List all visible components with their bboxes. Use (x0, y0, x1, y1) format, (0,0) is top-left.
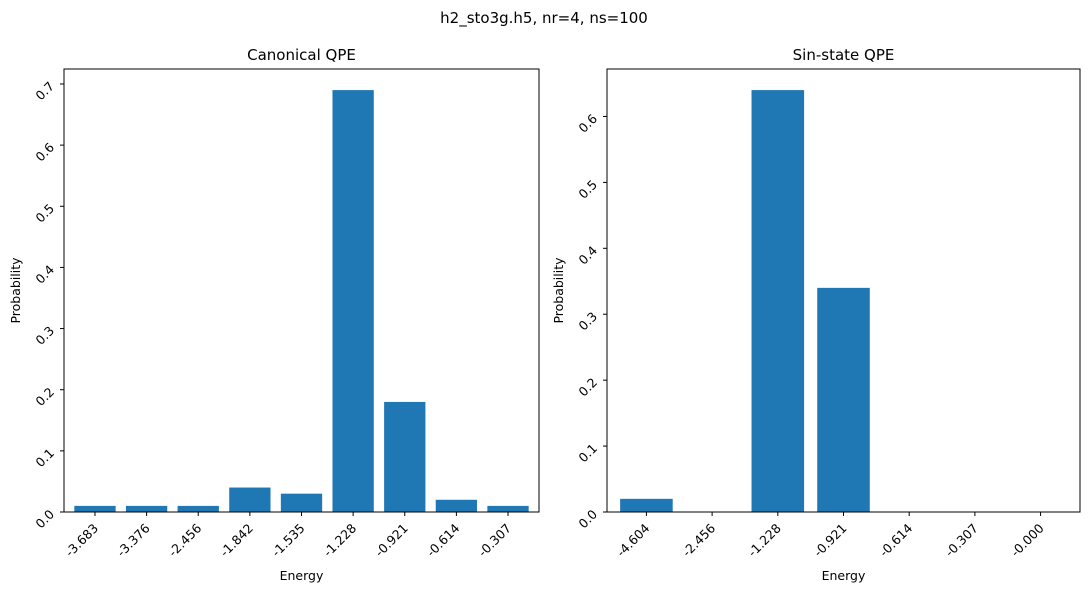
x-axis-label-canonical: Energy (280, 568, 324, 583)
y-tick-label-sinstate-0: 0.0 (575, 506, 600, 531)
x-tick-label-canonical-5: -1.228 (320, 520, 359, 559)
chart-canonical: -3.683 -3.376 -2.456 -1.842 -1.535 -1.228 -0.9… (8, 46, 540, 583)
x-tick-label-canonical-2: -2.456 (165, 520, 204, 559)
y-tick-label-sinstate-6: 0.6 (575, 111, 600, 136)
y-tick-label-sinstate-5: 0.5 (575, 177, 600, 202)
y-tick-label-sinstate-3: 0.3 (575, 309, 600, 334)
axes-frame-canonical (63, 68, 540, 513)
x-tick-label-canonical-7: -0.614 (423, 520, 462, 559)
y-tick-label-canonical-6: 0.6 (32, 140, 57, 165)
bar-canonical-7 (435, 499, 478, 512)
bar-canonical-0 (74, 505, 116, 512)
x-tick-label-sinstate-2: -1.228 (745, 520, 784, 559)
x-tick-label-canonical-4: -1.535 (269, 521, 308, 560)
x-tick-label-sinstate-1: -2.456 (679, 520, 718, 559)
x-tick-label-sinstate-5: -0.307 (942, 521, 981, 560)
bar-sinstate-2 (751, 90, 805, 512)
bar-canonical-4 (280, 493, 323, 512)
bar-canonical-5 (332, 90, 374, 512)
y-tick-label-canonical-1: 0.1 (32, 445, 57, 470)
bar-canonical-8 (487, 505, 529, 512)
y-tick-label-canonical-2: 0.2 (32, 384, 57, 409)
y-tick-label-canonical-4: 0.4 (32, 262, 57, 287)
x-tick-label-sinstate-3: -0.921 (811, 521, 850, 560)
y-axis-label-canonical: Probability (8, 257, 23, 324)
y-tick-label-sinstate-1: 0.1 (575, 441, 600, 466)
y-tick-label-sinstate-4: 0.4 (575, 243, 600, 268)
figure-suptitle: h2_sto3g.h5, nr=4, ns=100 (440, 9, 648, 28)
chart-title-sinstate: Sin-state QPE (793, 46, 895, 64)
bar-canonical-6 (384, 401, 426, 512)
x-axis-label-sinstate: Energy (822, 568, 866, 583)
bar-canonical-1 (125, 505, 168, 512)
x-tick-label-sinstate-4: -0.614 (876, 520, 915, 559)
x-tick-label-canonical-1: -3.376 (114, 520, 153, 559)
y-axis-label-sinstate: Probability (551, 257, 566, 324)
chart-title-canonical: Canonical QPE (247, 46, 356, 64)
y-tick-label-canonical-5: 0.5 (32, 201, 57, 226)
x-tick-label-canonical-3: -1.842 (217, 521, 256, 560)
x-tick-label-canonical-8: -0.307 (475, 521, 514, 560)
y-tick-label-sinstate-2: 0.2 (575, 375, 600, 400)
bar-sinstate-3 (817, 287, 870, 512)
chart-sinstate: -4.604 -2.456 -1.228 -0.921 -0.614 -0.307 -0.0… (551, 46, 1081, 583)
x-tick-label-sinstate-6: -0.000 (1008, 520, 1047, 559)
bar-canonical-2 (177, 505, 219, 512)
x-tick-label-canonical-0: -3.683 (62, 521, 101, 560)
x-tick-label-canonical-6: -0.921 (372, 521, 411, 560)
y-tick-label-canonical-0: 0.0 (32, 506, 57, 531)
bar-sinstate-0 (620, 498, 673, 512)
x-tick-label-sinstate-0: -4.604 (613, 520, 652, 559)
y-tick-label-canonical-7: 0.7 (32, 78, 57, 103)
bar-canonical-3 (229, 487, 271, 512)
y-tick-label-canonical-3: 0.3 (32, 323, 57, 348)
